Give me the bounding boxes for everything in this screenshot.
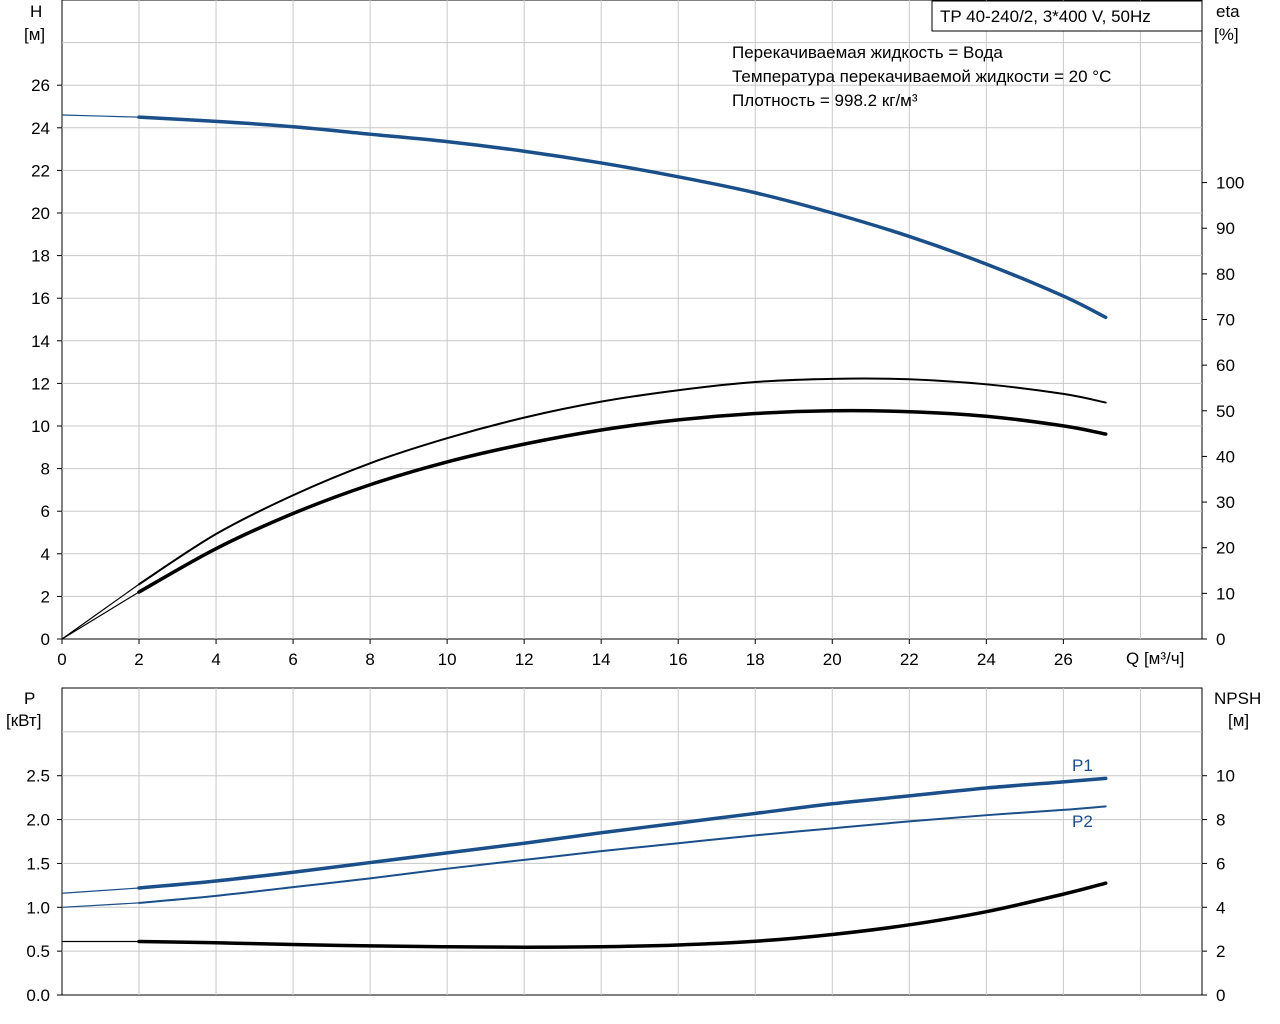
y2-tick-label: 40 xyxy=(1216,447,1235,466)
y-tick-label: 2.0 xyxy=(26,811,50,830)
series-line-p1 xyxy=(137,776,1108,890)
y-tick-label: 1.0 xyxy=(26,898,50,917)
series-line-power_npsh-2 xyxy=(137,881,1108,949)
y-axis-label-right-bottom: NPSH xyxy=(1214,689,1261,708)
y-tick-label: 12 xyxy=(31,374,50,393)
y2-tick-label: 8 xyxy=(1216,811,1225,830)
y2-tick-label: 6 xyxy=(1216,854,1225,873)
x-tick-label: 2 xyxy=(134,650,143,669)
y-tick-label: 2 xyxy=(41,587,50,606)
series-label-p2: P2 xyxy=(1072,812,1093,831)
y-tick-label: 1.5 xyxy=(26,854,50,873)
chart-title-box: TP 40-240/2, 3*400 V, 50Hz xyxy=(931,0,1203,32)
x-tick-label: 12 xyxy=(515,650,534,669)
y2-tick-label: 90 xyxy=(1216,219,1235,238)
y-tick-label: 4 xyxy=(41,545,50,564)
y-tick-label: 0.5 xyxy=(26,942,50,961)
series-extension-line xyxy=(61,902,140,908)
y-tick-label: 24 xyxy=(31,119,50,138)
y-axis-unit-left-bottom: [кВт] xyxy=(6,711,41,730)
x-tick-label: 8 xyxy=(365,650,374,669)
y-tick-label: 8 xyxy=(41,460,50,479)
x-tick-label: 4 xyxy=(211,650,220,669)
series-line-head_efficiency-1 xyxy=(138,377,1107,586)
y-axis-unit-right-bottom: [м] xyxy=(1228,711,1249,730)
y-tick-label: 0 xyxy=(41,630,50,649)
y2-tick-label: 20 xyxy=(1216,539,1235,558)
power-npsh-chart: 0.0 0.5 1.0 1.5 2.0 2.5 0 2 4 6 8 10 xyxy=(26,687,1235,1005)
x-axis-label: Q [м³/ч] xyxy=(1126,649,1184,668)
y-tick-label: 0.0 xyxy=(26,986,50,1005)
x-tick-label: 10 xyxy=(438,650,457,669)
series-extension-line xyxy=(61,591,140,640)
y2-tick-label: 30 xyxy=(1216,493,1235,512)
fluid-info: Перекачиваемая жидкость = Вода Температу… xyxy=(732,43,1111,110)
y2-tick-label: 10 xyxy=(1216,584,1235,603)
x-tick-label: 20 xyxy=(823,650,842,669)
fluid-info-line: Перекачиваемая жидкость = Вода xyxy=(732,43,1003,62)
y-axis-label-left-top: H xyxy=(30,2,42,21)
axis-labels: H [м] eta [%] Q [м³/ч] P [кВт] NPSH [м] … xyxy=(6,2,1261,831)
y-tick-label: 18 xyxy=(31,247,50,266)
y-axis-unit-left-top: [м] xyxy=(24,25,45,44)
chart-title: TP 40-240/2, 3*400 V, 50Hz xyxy=(940,7,1151,26)
series-line-head_efficiency-0 xyxy=(137,115,1108,320)
y2-tick-label: 60 xyxy=(1216,356,1235,375)
y-tick-label: 26 xyxy=(31,76,50,95)
head-efficiency-chart: 0246810121416182022242601020304050607080… xyxy=(31,0,1244,669)
y2-tick-label: 100 xyxy=(1216,174,1244,193)
series-line-head_efficiency-2 xyxy=(137,408,1108,594)
y-axis-label-right-top: eta xyxy=(1216,2,1240,21)
series-line-p2 xyxy=(138,805,1107,904)
x-tick-label: 0 xyxy=(57,650,66,669)
x-tick-label: 16 xyxy=(669,650,688,669)
y-tick-label: 10 xyxy=(31,417,50,436)
x-tick-label: 14 xyxy=(592,650,611,669)
plot-frame xyxy=(61,687,1203,996)
y-axis-unit-right-top: [%] xyxy=(1214,25,1239,44)
x-tick-label: 22 xyxy=(900,650,919,669)
fluid-info-line: Температура перекачиваемой жидкости = 20… xyxy=(732,67,1111,86)
y-tick-label: 14 xyxy=(31,332,50,351)
fluid-info-line: Плотность = 998.2 кг/м³ xyxy=(732,91,918,110)
plot-frame xyxy=(61,0,1203,640)
series-extension-line xyxy=(61,114,140,118)
y2-tick-label: 0 xyxy=(1216,986,1225,1005)
y2-tick-label: 80 xyxy=(1216,265,1235,284)
y2-tick-label: 10 xyxy=(1216,767,1235,786)
y-tick-label: 20 xyxy=(31,204,50,223)
x-tick-label: 26 xyxy=(1054,650,1073,669)
y2-tick-label: 0 xyxy=(1216,630,1225,649)
y-tick-label: 16 xyxy=(31,289,50,308)
y2-tick-label: 70 xyxy=(1216,311,1235,330)
y2-tick-label: 2 xyxy=(1216,942,1225,961)
y-axis-label-left-bottom: P xyxy=(24,689,35,708)
series-label-p1: P1 xyxy=(1072,756,1093,775)
y-tick-label: 2.5 xyxy=(26,767,50,786)
x-tick-label: 6 xyxy=(288,650,297,669)
x-tick-label: 24 xyxy=(977,650,996,669)
y-tick-label: 22 xyxy=(31,161,50,180)
y2-tick-label: 4 xyxy=(1216,898,1225,917)
x-tick-label: 18 xyxy=(746,650,765,669)
series-extension-line xyxy=(61,887,140,894)
y-tick-label: 6 xyxy=(41,502,50,521)
y2-tick-label: 50 xyxy=(1216,402,1235,421)
